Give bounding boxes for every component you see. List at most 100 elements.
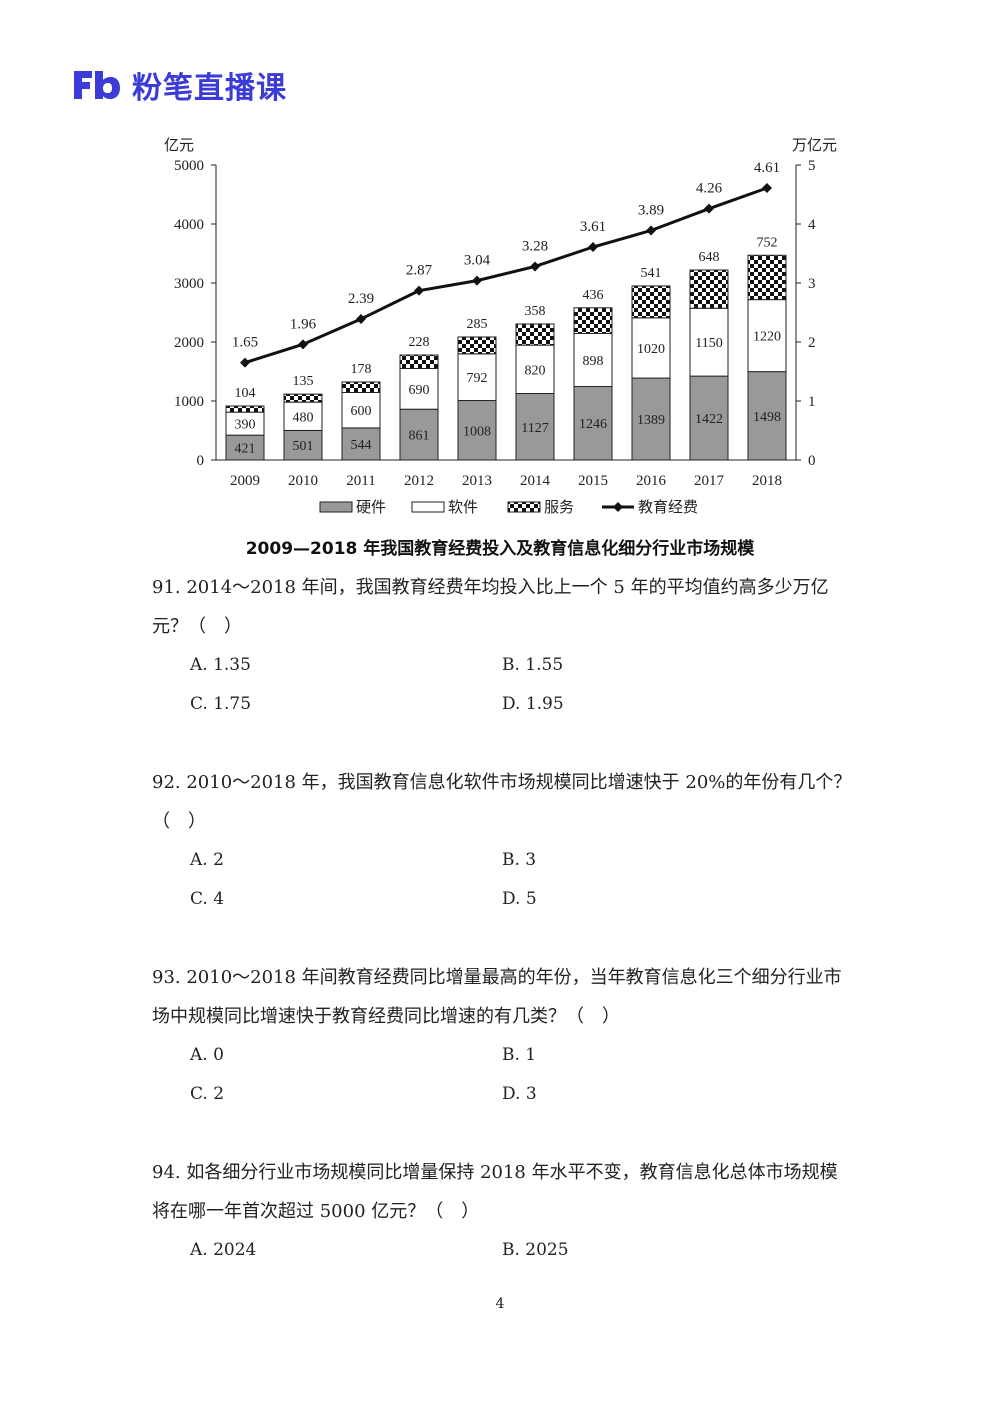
legend-funding-marker — [613, 502, 623, 512]
bar-software-label: 1150 — [695, 336, 722, 351]
option-d[interactable]: D. 3 — [502, 1084, 537, 1104]
option-a[interactable]: A. 2024 — [190, 1240, 257, 1260]
label-bg — [694, 332, 724, 352]
line-point-label: 3.61 — [580, 219, 606, 235]
option-a[interactable]: A. 2 — [190, 850, 224, 870]
option-c[interactable]: C. 2 — [190, 1084, 225, 1104]
bar-service-label: 228 — [409, 335, 430, 350]
bar-software-label: 898 — [583, 354, 604, 369]
x-tick-label: 2009 — [230, 473, 260, 489]
label-bg — [752, 325, 782, 345]
question-stem: 91. 2014～2018 年间，我国教育经费年均投入比上一个 5 年的平均值约… — [152, 577, 829, 637]
y-left-tick-label: 3000 — [174, 276, 204, 292]
option-c[interactable]: C. 4 — [190, 889, 225, 909]
line-point-label: 1.65 — [232, 335, 258, 351]
line-point — [298, 339, 308, 350]
bar-hardware — [573, 385, 613, 461]
option-b[interactable]: B. 1 — [502, 1045, 537, 1065]
option-b[interactable]: B. 3 — [502, 850, 537, 870]
bar-hardware — [399, 408, 439, 461]
question-stem: 93. 2010～2018 年间教育经费同比增量最高的年份，当年教育信息化三个细… — [152, 967, 842, 1027]
label-bg — [404, 378, 434, 398]
options: A. 1.35 B. 1.55 C. 1.75 D. 1.95 — [152, 646, 852, 724]
line-point — [704, 203, 714, 214]
y-left-tick-label: 4000 — [174, 217, 204, 233]
bar-service-label: 104 — [235, 386, 256, 401]
legend-service-swatch — [507, 501, 541, 513]
label-bg — [230, 413, 260, 433]
line-point-label: 1.96 — [290, 316, 317, 332]
legend-software-label: 软件 — [448, 499, 478, 516]
option-c[interactable]: C. 1.75 — [190, 694, 252, 714]
bar-hardware — [457, 400, 497, 461]
bar-software-label: 1020 — [637, 342, 665, 357]
bar-hardware-label: 1422 — [695, 412, 723, 427]
options: A. 2024 B. 2025 — [152, 1231, 852, 1270]
line-point — [646, 225, 656, 236]
y-right-unit: 万亿元 — [792, 137, 837, 154]
bar-hardware-label: 1246 — [579, 417, 607, 432]
option-b[interactable]: B. 1.55 — [502, 655, 564, 675]
bar-service — [747, 254, 787, 301]
page-number: 4 — [495, 1296, 505, 1312]
y-right-tick-label: 0 — [808, 453, 816, 469]
line-point — [588, 242, 598, 253]
x-tick-label: 2015 — [578, 473, 608, 489]
y-right-tick-label: 4 — [808, 217, 816, 233]
bar-hardware-label: 861 — [409, 429, 430, 444]
option-d[interactable]: D. 5 — [502, 889, 537, 909]
bar-service — [573, 307, 613, 335]
question-94: 94. 如各细分行业市场规模同比增量保持 2018 年水平不变，教育信息化总体市… — [152, 1153, 852, 1270]
y-left-tick-label: 2000 — [174, 335, 204, 351]
line-point — [240, 357, 250, 368]
bar-software-label: 600 — [351, 404, 372, 419]
label-bg — [578, 349, 608, 369]
option-b[interactable]: B. 2025 — [502, 1240, 569, 1260]
bar-hardware — [631, 377, 671, 461]
bar-software-label: 390 — [235, 418, 256, 433]
x-tick-label: 2016 — [636, 473, 667, 489]
bar-service — [689, 269, 729, 309]
label-bg — [636, 337, 666, 357]
bar-service-label: 285 — [467, 317, 488, 332]
bar-hardware-label: 1389 — [637, 413, 665, 428]
education-funding-line — [244, 186, 768, 365]
line-point-label: 3.04 — [464, 253, 491, 269]
option-d[interactable]: D. 1.95 — [502, 694, 564, 714]
y-left-tick-label: 5000 — [174, 158, 204, 174]
education-chart: 亿元 万亿元 0 1000 2000 3000 4000 5000 0 1 2 3 4 5 2009 20… — [164, 137, 837, 516]
bar-service-label: 358 — [525, 304, 546, 319]
legend-hardware-label: 硬件 — [356, 499, 386, 516]
legend-software-swatch — [411, 501, 445, 513]
options: A. 2 B. 3 C. 4 D. 5 — [152, 841, 852, 919]
y-right-tick-label: 5 — [808, 158, 816, 174]
bar-service — [283, 393, 323, 403]
option-a[interactable]: A. 1.35 — [190, 655, 251, 675]
line-point — [472, 275, 482, 286]
question-stem: 92. 2010～2018 年，我国教育信息化软件市场规模同比增速快于 20%的… — [152, 772, 852, 832]
bar-service — [631, 285, 671, 319]
x-tick-label: 2012 — [404, 473, 434, 489]
y-right-tick-label: 2 — [808, 335, 816, 351]
x-tick-label: 2011 — [346, 473, 375, 489]
label-bg — [288, 406, 318, 426]
x-tick-label: 2017 — [694, 473, 725, 489]
bar-service-label: 541 — [641, 266, 662, 281]
bar-service-label: 436 — [583, 288, 604, 303]
x-tick-label: 2013 — [462, 473, 492, 489]
option-a[interactable]: A. 0 — [190, 1045, 224, 1065]
y-left-unit: 亿元 — [164, 137, 194, 154]
bar-software-label: 820 — [525, 363, 546, 378]
line-point-label: 3.89 — [638, 202, 664, 218]
line-point — [762, 183, 772, 194]
brand-logo: 粉笔直播课 — [70, 60, 287, 110]
bar-software-label: 690 — [409, 383, 430, 398]
bar-hardware — [747, 371, 787, 461]
x-tick-label: 2018 — [752, 473, 782, 489]
question-list: 91. 2014～2018 年间，我国教育经费年均投入比上一个 5 年的平均值约… — [152, 568, 852, 1270]
line-point — [530, 261, 540, 272]
question-93: 93. 2010～2018 年间教育经费同比增量最高的年份，当年教育信息化三个细… — [152, 958, 852, 1114]
bar-service-label: 648 — [699, 250, 720, 265]
bar-service — [399, 354, 439, 369]
bar-hardware-label: 1008 — [463, 424, 491, 439]
